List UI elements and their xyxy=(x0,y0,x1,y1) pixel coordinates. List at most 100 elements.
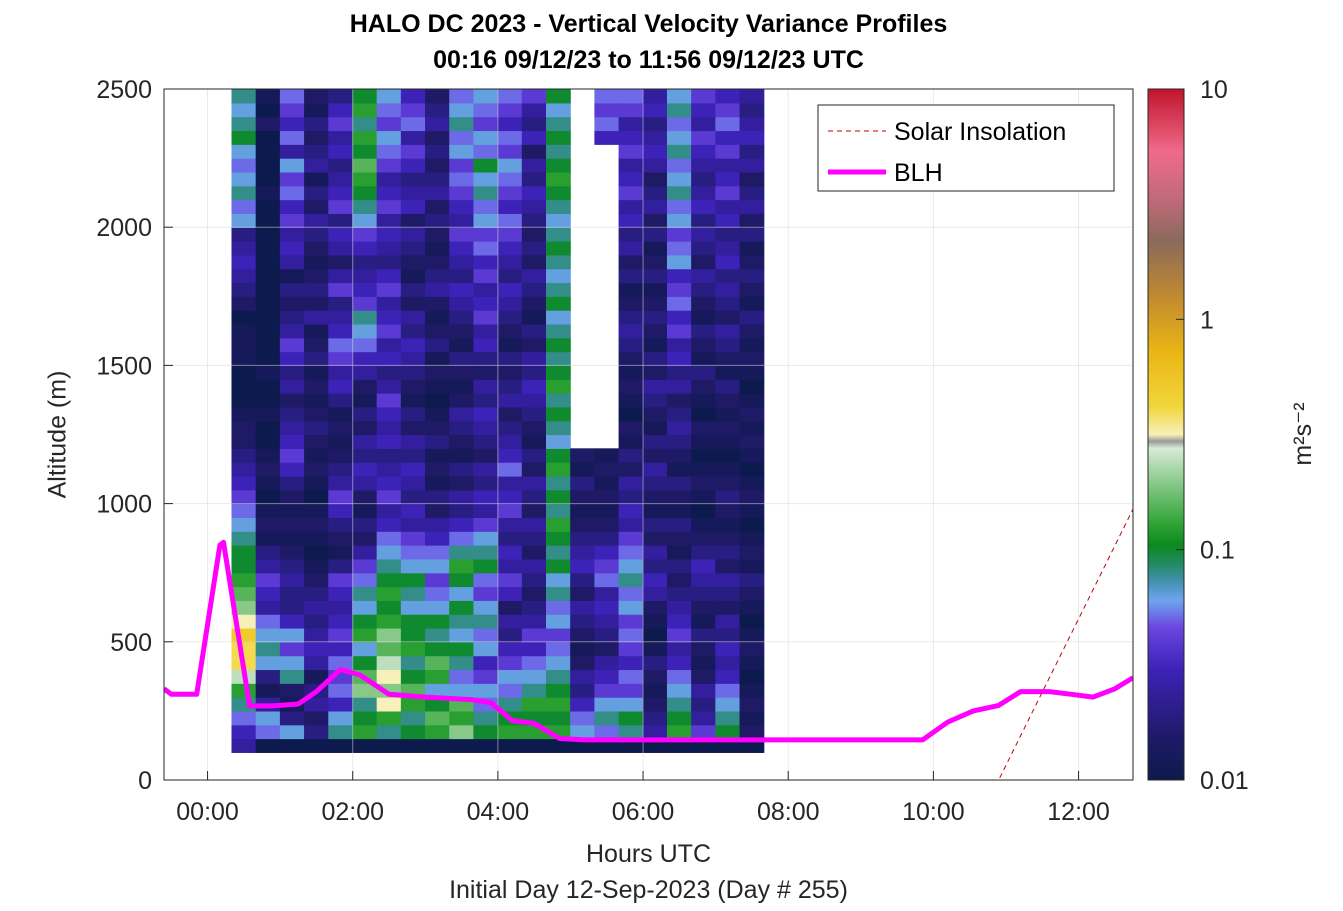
heatmap-cell xyxy=(570,448,595,463)
heatmap-cell xyxy=(231,89,257,104)
heatmap-cell xyxy=(691,323,716,339)
heatmap-cell xyxy=(279,545,305,560)
heatmap-cell xyxy=(521,462,547,477)
heatmap-cell xyxy=(546,448,571,463)
heatmap-cell xyxy=(255,199,281,214)
heatmap-cell xyxy=(642,614,668,629)
heatmap-cell xyxy=(328,710,354,726)
heatmap-cell xyxy=(642,517,668,532)
heatmap-cell xyxy=(449,171,475,187)
heatmap-cell xyxy=(352,213,378,228)
heatmap-cell xyxy=(328,738,354,753)
heatmap-cell xyxy=(618,724,644,740)
heatmap-cell xyxy=(255,641,281,657)
heatmap-cell xyxy=(352,697,378,712)
heatmap-cell xyxy=(666,655,692,671)
heatmap-cell xyxy=(352,116,378,132)
heatmap-cell xyxy=(352,724,378,740)
heatmap-cell xyxy=(473,655,499,671)
heatmap-cell xyxy=(618,434,644,449)
heatmap-cell xyxy=(521,102,547,118)
heatmap-cell xyxy=(594,586,620,601)
heatmap-cell xyxy=(642,282,668,297)
colorbar: 0.01 0.1 1 10 m²s⁻² xyxy=(1147,76,1317,795)
heatmap-cell xyxy=(739,406,765,422)
heatmap-cell xyxy=(497,296,523,311)
heatmap-cell xyxy=(328,144,354,159)
heatmap-cell xyxy=(739,420,765,436)
heatmap-cell xyxy=(521,531,547,546)
heatmap-cell xyxy=(546,710,571,726)
heatmap-cell xyxy=(473,337,499,353)
heatmap-cell xyxy=(546,185,571,201)
heatmap-cell xyxy=(328,365,354,380)
y-tick-label: 500 xyxy=(110,629,152,657)
heatmap-cell xyxy=(231,558,257,574)
heatmap-cell xyxy=(328,545,354,560)
heatmap-cell xyxy=(666,254,692,270)
heatmap-cell xyxy=(715,545,741,560)
heatmap-cell xyxy=(715,655,741,671)
heatmap-cell xyxy=(304,89,329,104)
heatmap-cell xyxy=(352,600,378,615)
heatmap-cell xyxy=(473,406,499,422)
heatmap-cell xyxy=(618,655,644,671)
heatmap-cell xyxy=(352,586,378,601)
heatmap-cell xyxy=(739,102,765,118)
heatmap-cell xyxy=(473,185,499,201)
heatmap-cell xyxy=(666,420,692,436)
heatmap-cell xyxy=(521,627,547,643)
y-axis-label: Altitude (m) xyxy=(43,370,72,499)
heatmap-cell xyxy=(594,448,620,463)
heatmap-cell xyxy=(521,116,547,132)
heatmap-cell xyxy=(594,102,620,118)
heatmap-cell xyxy=(642,503,668,519)
heatmap-cell xyxy=(352,268,378,284)
heatmap-cell xyxy=(231,503,257,519)
heatmap-cell xyxy=(546,351,571,366)
heatmap-cell xyxy=(521,296,547,311)
heatmap-cell xyxy=(425,738,450,753)
heatmap-cell xyxy=(449,241,475,256)
heatmap-cell xyxy=(352,489,378,505)
heatmap-cell xyxy=(739,641,765,657)
heatmap-cell xyxy=(739,503,765,519)
heatmap-cell xyxy=(328,116,354,132)
heatmap-cell xyxy=(642,379,668,394)
heatmap-cell xyxy=(546,503,571,519)
heatmap-cell xyxy=(642,213,668,228)
heatmap-cell xyxy=(570,517,595,532)
heatmap-cell xyxy=(376,241,402,256)
heatmap-cell xyxy=(546,130,571,145)
colorbar-tick-label: 0.01 xyxy=(1200,767,1249,795)
heatmap-cell xyxy=(279,323,305,339)
heatmap-cell xyxy=(473,462,499,477)
heatmap-cell xyxy=(449,531,475,546)
heatmap-cell xyxy=(425,420,450,436)
heatmap-cell xyxy=(666,406,692,422)
heatmap-cell xyxy=(666,683,692,698)
heatmap-cell xyxy=(666,558,692,574)
heatmap-cell xyxy=(546,489,571,505)
heatmap-cell xyxy=(376,448,402,463)
heatmap-cell xyxy=(715,489,741,505)
heatmap-cell xyxy=(473,227,499,242)
heatmap-cell xyxy=(279,310,305,325)
heatmap-cell xyxy=(546,144,571,159)
heatmap-cell xyxy=(715,323,741,339)
heatmap-cell xyxy=(715,434,741,449)
x-tick-label: 04:00 xyxy=(467,798,530,826)
heatmap-cell xyxy=(400,116,426,132)
heatmap-cell xyxy=(425,586,450,601)
heatmap-cell xyxy=(666,89,692,104)
heatmap-cell xyxy=(328,268,354,284)
heatmap-cell xyxy=(400,710,426,726)
heatmap-cell xyxy=(400,241,426,256)
heatmap-cell xyxy=(691,351,716,366)
heatmap-cell xyxy=(570,545,595,560)
heatmap-cell xyxy=(618,503,644,519)
heatmap-cell xyxy=(594,600,620,615)
heatmap-cell xyxy=(352,102,378,118)
heatmap-cell xyxy=(715,199,741,214)
